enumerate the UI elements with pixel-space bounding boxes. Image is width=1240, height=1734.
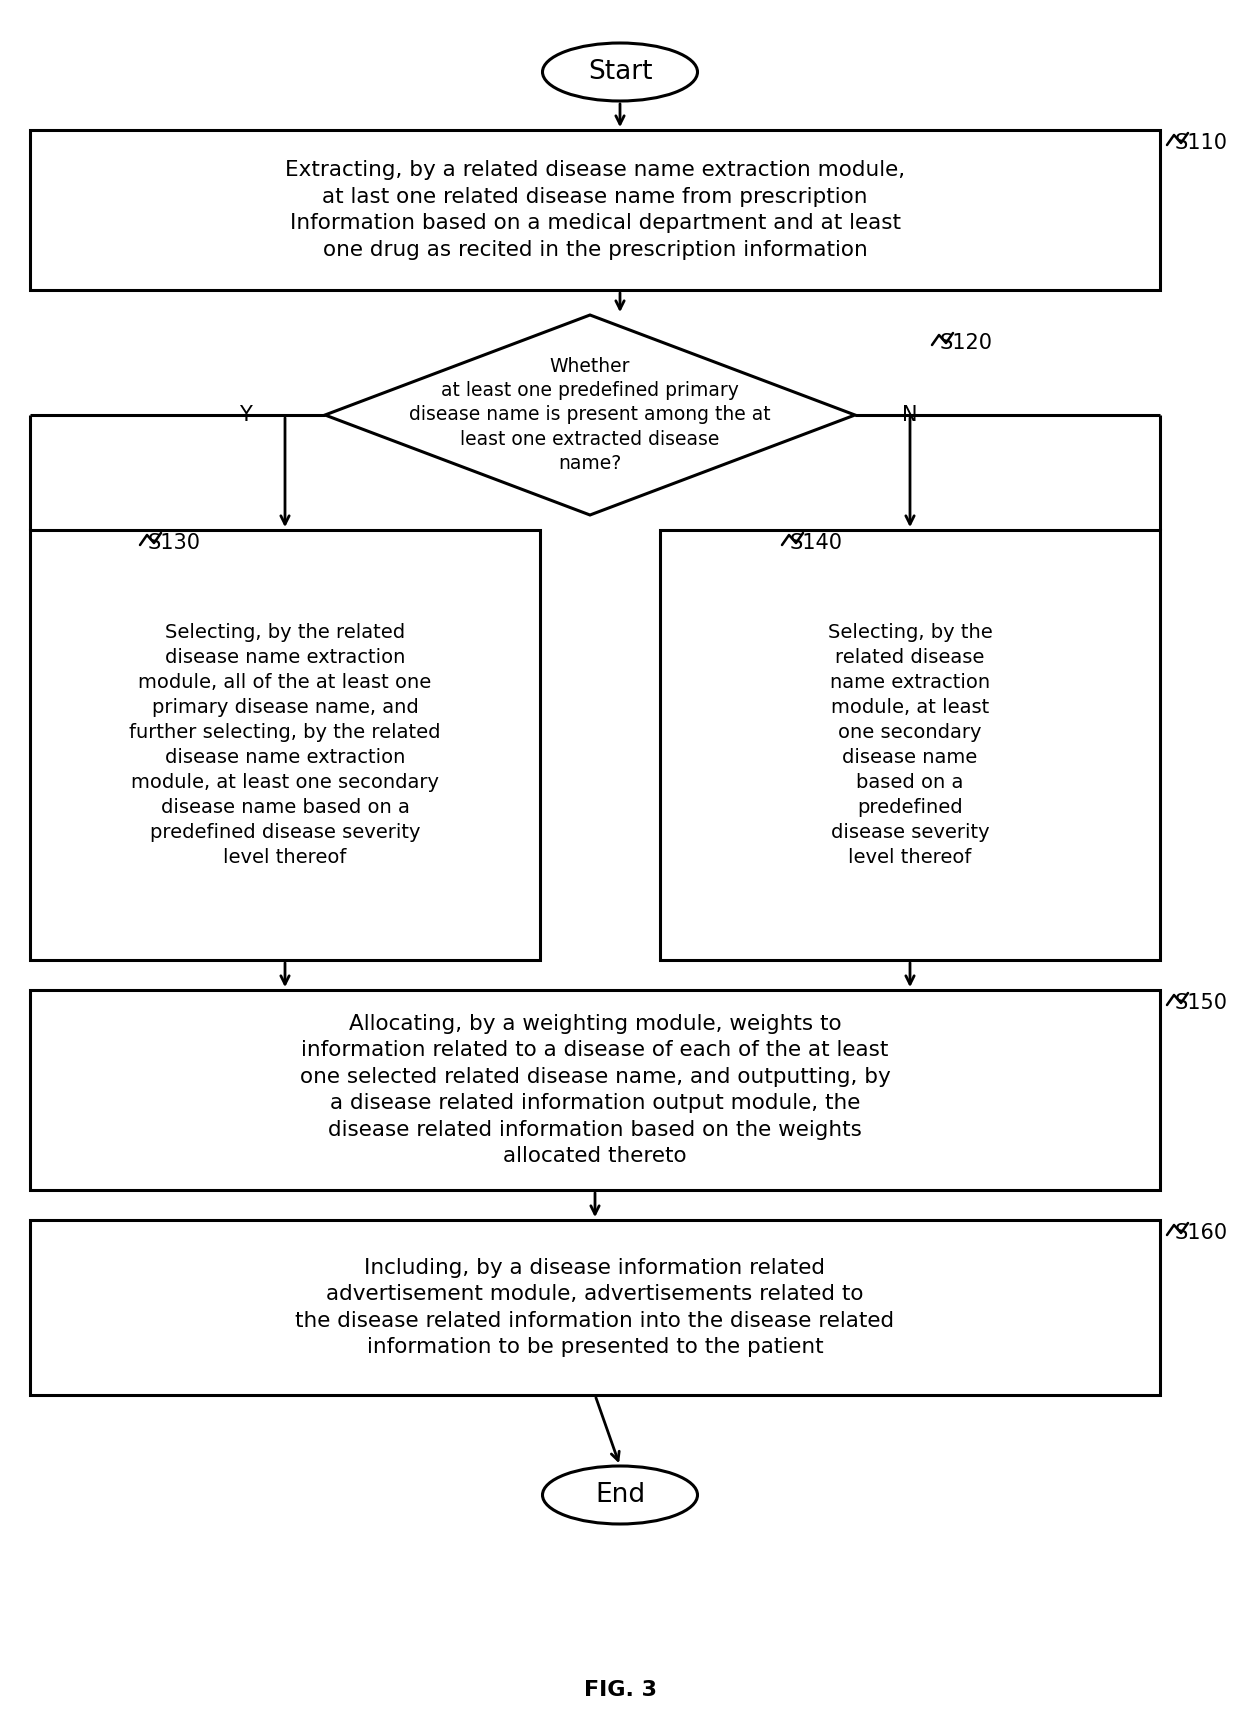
Text: Including, by a disease information related
advertisement module, advertisements: Including, by a disease information rela… bbox=[295, 1257, 894, 1358]
FancyBboxPatch shape bbox=[30, 531, 539, 961]
Text: S120: S120 bbox=[940, 333, 993, 354]
Text: FIG. 3: FIG. 3 bbox=[584, 1680, 656, 1699]
Text: Allocating, by a weighting module, weights to
information related to a disease o: Allocating, by a weighting module, weigh… bbox=[300, 1014, 890, 1165]
FancyBboxPatch shape bbox=[660, 531, 1159, 961]
Text: S130: S130 bbox=[148, 532, 201, 553]
Ellipse shape bbox=[543, 1465, 697, 1524]
Text: S160: S160 bbox=[1176, 1222, 1228, 1243]
Text: Extracting, by a related disease name extraction module,
at last one related dis: Extracting, by a related disease name ex… bbox=[285, 161, 905, 260]
Text: Start: Start bbox=[588, 59, 652, 85]
Text: Whether
at least one predefined primary
disease name is present among the at
lea: Whether at least one predefined primary … bbox=[409, 357, 771, 473]
Text: Selecting, by the
related disease
name extraction
module, at least
one secondary: Selecting, by the related disease name e… bbox=[827, 623, 992, 867]
FancyBboxPatch shape bbox=[30, 130, 1159, 290]
Polygon shape bbox=[325, 316, 856, 515]
Text: S150: S150 bbox=[1176, 994, 1228, 1013]
Text: S140: S140 bbox=[790, 532, 843, 553]
Text: S110: S110 bbox=[1176, 134, 1228, 153]
FancyBboxPatch shape bbox=[30, 990, 1159, 1190]
FancyBboxPatch shape bbox=[30, 1221, 1159, 1394]
Text: End: End bbox=[595, 1483, 645, 1509]
Text: Y: Y bbox=[238, 406, 252, 425]
Text: Selecting, by the related
disease name extraction
module, all of the at least on: Selecting, by the related disease name e… bbox=[129, 623, 440, 867]
Text: N: N bbox=[903, 406, 918, 425]
Ellipse shape bbox=[543, 43, 697, 101]
